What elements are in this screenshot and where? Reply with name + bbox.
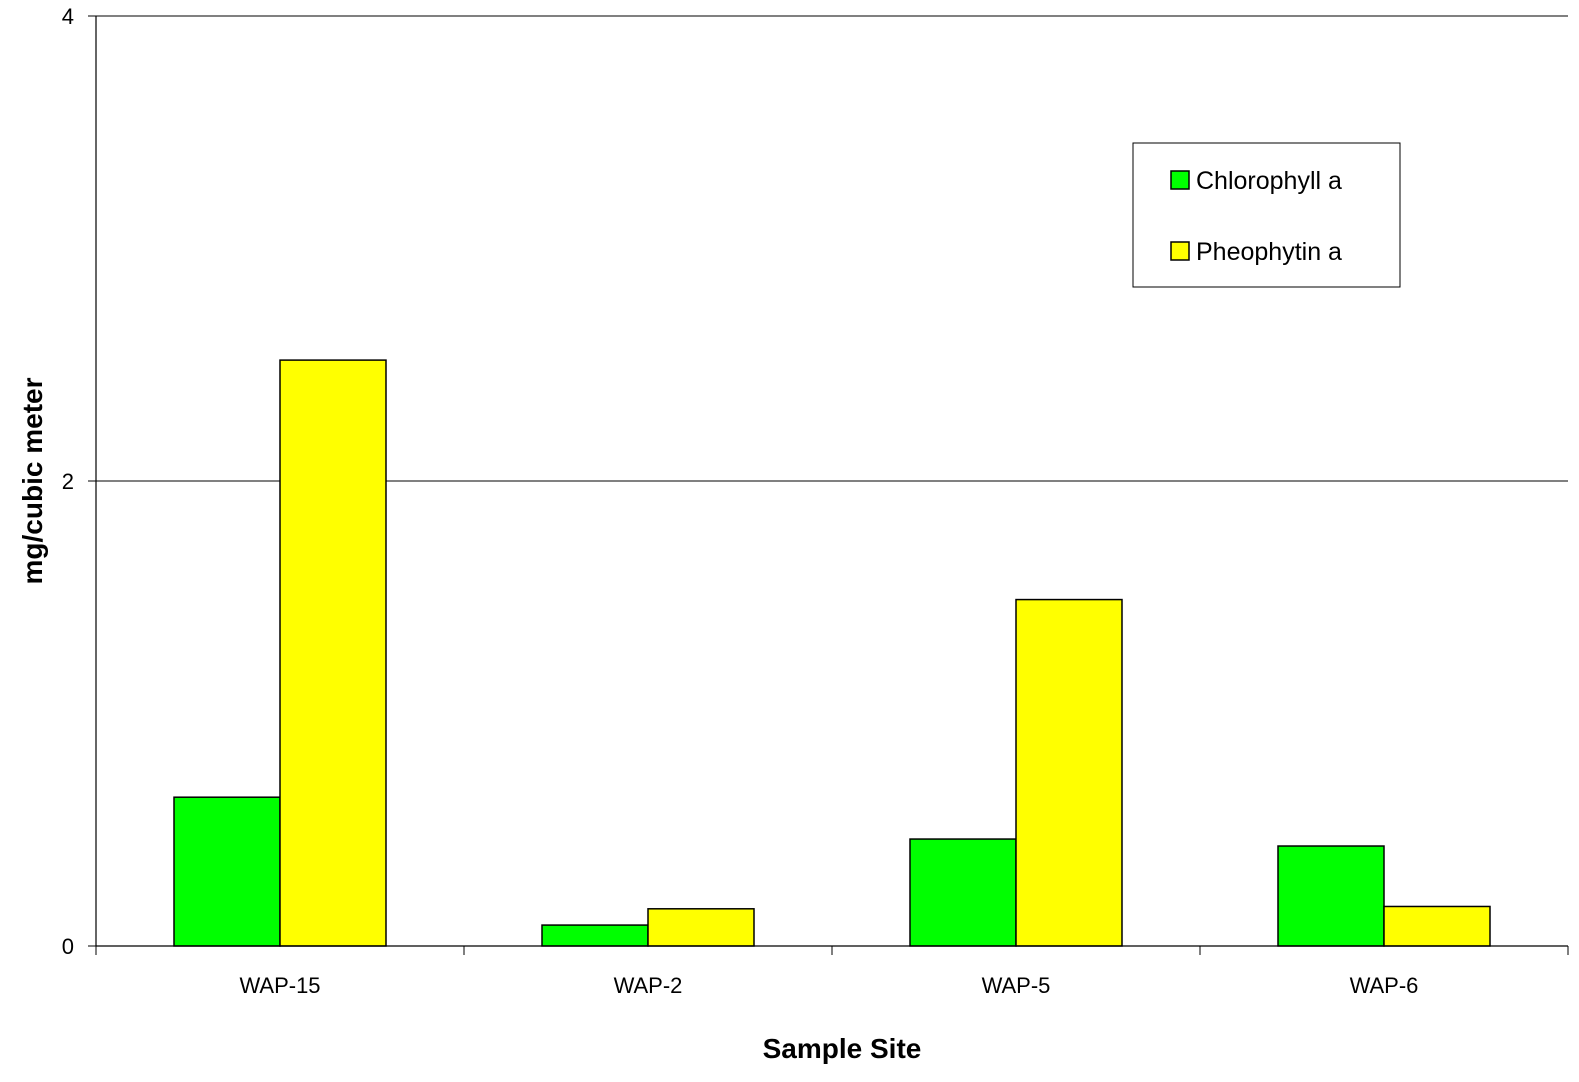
bar-chlorophyll-a-wap-15 xyxy=(173,796,281,947)
bar-pheophytin-a-wap-15 xyxy=(279,359,387,947)
y-tick-label: 0 xyxy=(62,934,74,959)
axes xyxy=(88,15,1569,955)
bar-pheophytin-a-wap-5 xyxy=(1015,598,1123,947)
bar-chlorophyll-a-wap-6 xyxy=(1277,845,1385,947)
x-tick-label: WAP-6 xyxy=(1350,973,1419,998)
legend-swatch-chlorophyll xyxy=(1170,170,1190,190)
y-tick-label: 4 xyxy=(62,4,74,29)
y-tick-label: 2 xyxy=(62,469,74,494)
x-tick-label: WAP-5 xyxy=(982,973,1051,998)
x-tick-label: WAP-2 xyxy=(614,973,683,998)
bar-pheophytin-a-wap-6 xyxy=(1383,905,1491,947)
legend-swatch-pheophytin xyxy=(1170,241,1190,261)
bar-chlorophyll-a-wap-2 xyxy=(541,924,649,947)
bar-chlorophyll-a-wap-5 xyxy=(909,838,1017,947)
bars xyxy=(173,359,1491,947)
tick-labels: 0 2 4 WAP-15 WAP-2 WAP-5 WAP-6 xyxy=(62,4,1419,998)
legend-box xyxy=(1132,142,1401,288)
x-tick-label: WAP-15 xyxy=(239,973,320,998)
x-axis-title: Sample Site xyxy=(763,1033,922,1064)
legend-label-chlorophyll: Chlorophyll a xyxy=(1196,167,1342,195)
y-axis-title: mg/cubic meter xyxy=(17,377,48,584)
legend-label-pheophytin: Pheophytin a xyxy=(1196,238,1342,266)
bar-pheophytin-a-wap-2 xyxy=(647,908,755,947)
legend: Chlorophyll a Pheophytin a xyxy=(1132,142,1401,288)
